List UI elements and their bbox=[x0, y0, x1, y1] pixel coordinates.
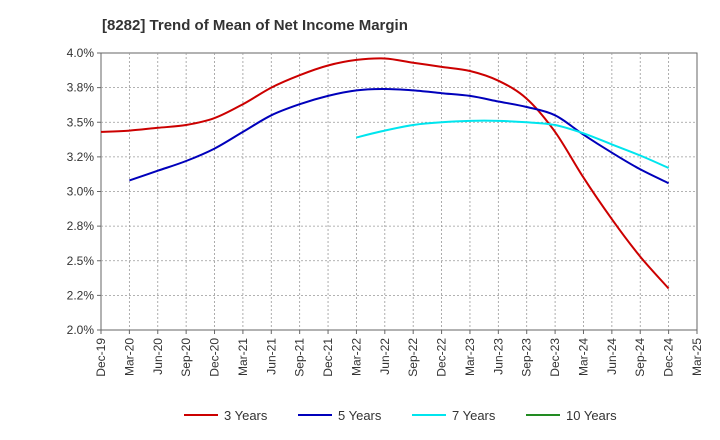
x-tick-label: Mar-20 bbox=[122, 338, 136, 376]
series-line-7-years bbox=[356, 119, 670, 169]
legend-label-7-years: 7 Years bbox=[452, 408, 496, 423]
y-tick-label: 2.8% bbox=[67, 219, 95, 233]
legend-label-3-years: 3 Years bbox=[224, 408, 268, 423]
x-tick-label: Dec-21 bbox=[321, 338, 335, 377]
x-tick-label: Dec-22 bbox=[435, 338, 449, 377]
x-tick-label: Dec-23 bbox=[548, 338, 562, 377]
x-tick-label: Sep-21 bbox=[293, 338, 307, 377]
x-tick-label: Jun-23 bbox=[491, 338, 505, 375]
legend: 3 Years 5 Years 7 Years 10 Years bbox=[184, 408, 617, 423]
x-tick-label: Mar-25 bbox=[690, 338, 704, 376]
x-tick-label: Sep-22 bbox=[406, 338, 420, 377]
y-tick-label: 2.2% bbox=[67, 288, 95, 302]
series-line-3-years bbox=[100, 57, 670, 290]
y-tick-label: 3.0% bbox=[67, 185, 95, 199]
x-tick-label: Jun-24 bbox=[605, 338, 619, 375]
x-tick-label: Sep-24 bbox=[633, 338, 647, 377]
y-tick-label: 3.8% bbox=[67, 81, 95, 95]
series-lines bbox=[100, 57, 670, 290]
x-tick-label: Jun-20 bbox=[151, 338, 165, 375]
y-tick-label: 4.0% bbox=[67, 46, 95, 60]
y-axis: 2.0% 2.2% 2.5% 2.8% 3.0% 3.2% 3.5% 3.8% 4.0% bbox=[67, 46, 101, 337]
x-tick-label: Mar-21 bbox=[236, 338, 250, 376]
x-tick-label: Dec-19 bbox=[94, 338, 108, 377]
x-tick-label: Jun-21 bbox=[264, 338, 278, 375]
x-tick-label: Sep-20 bbox=[179, 338, 193, 377]
y-tick-label: 2.0% bbox=[67, 323, 95, 337]
x-tick-label: Mar-22 bbox=[349, 338, 363, 376]
y-tick-label: 3.5% bbox=[67, 115, 95, 129]
legend-label-5-years: 5 Years bbox=[338, 408, 382, 423]
x-tick-label: Sep-23 bbox=[520, 338, 534, 377]
x-tick-label: Mar-24 bbox=[576, 338, 590, 376]
chart-title: [8282] Trend of Mean of Net Income Margi… bbox=[102, 17, 408, 34]
x-tick-label: Jun-22 bbox=[378, 338, 392, 375]
x-tick-label: Dec-20 bbox=[208, 338, 222, 377]
x-tick-label: Dec-24 bbox=[662, 338, 676, 377]
x-axis: Dec-19 Mar-20 Jun-20 Sep-20 Dec-20 Mar-21 Jun-… bbox=[94, 330, 704, 377]
y-tick-label: 2.5% bbox=[67, 254, 95, 268]
gridlines bbox=[101, 53, 697, 330]
x-tick-label: Mar-23 bbox=[463, 338, 477, 376]
y-tick-label: 3.2% bbox=[67, 150, 95, 164]
legend-label-10-years: 10 Years bbox=[566, 408, 617, 423]
